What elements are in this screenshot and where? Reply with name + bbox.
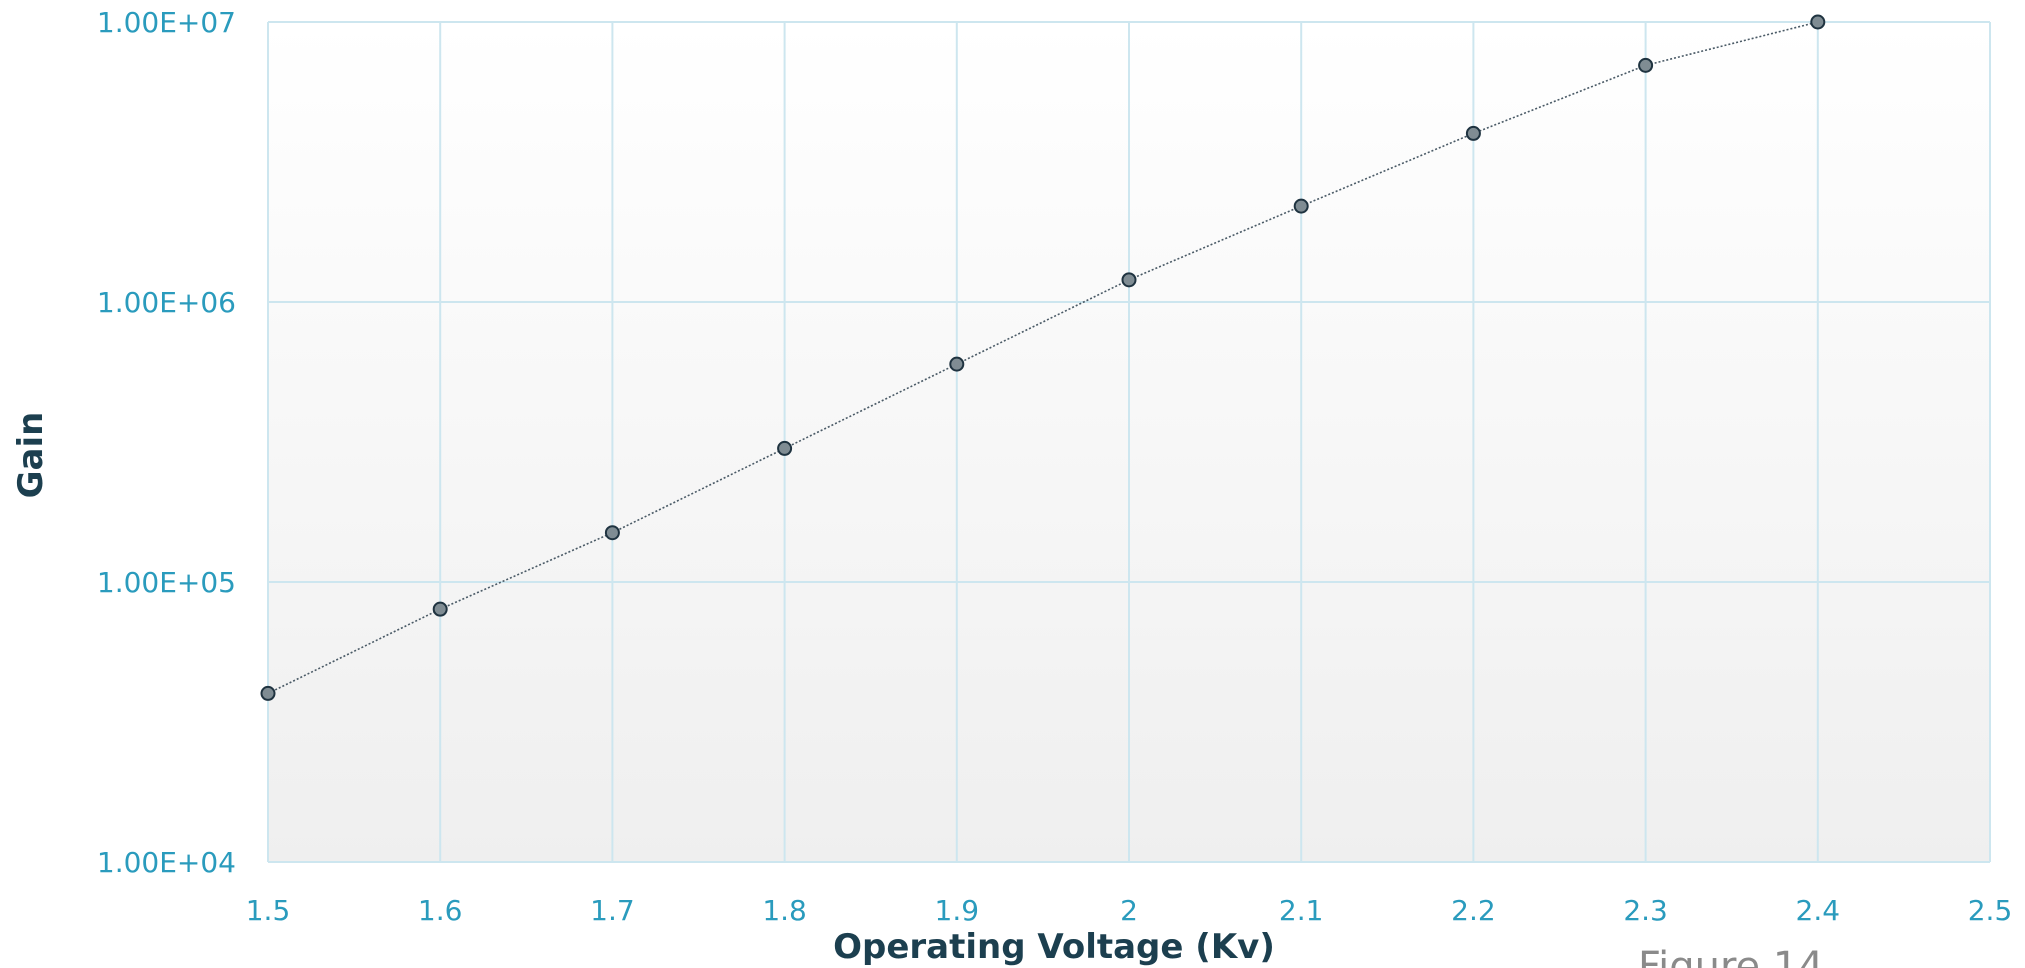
data-point [1293, 198, 1309, 214]
y-tick-label: 1.00E+06 [97, 286, 236, 319]
x-tick-label: 2.2 [1451, 894, 1496, 927]
series-line [267, 21, 1818, 695]
data-point [1465, 125, 1481, 141]
x-tick-label: 1.6 [418, 894, 463, 927]
data-point [260, 685, 276, 701]
data-point [1638, 57, 1654, 73]
x-tick-label: 1.9 [935, 894, 980, 927]
data-point [432, 601, 448, 617]
y-tick-label: 1.00E+04 [97, 846, 236, 879]
x-axis-title: Operating Voltage (Kv) [833, 927, 1275, 967]
data-point [604, 525, 620, 541]
x-tick-label: 2 [1120, 894, 1138, 927]
y-axis-title: Gain [11, 412, 51, 499]
data-point [1121, 272, 1137, 288]
x-tick-label: 2.4 [1796, 894, 1841, 927]
x-tick-label: 1.7 [590, 894, 635, 927]
data-point [777, 440, 793, 456]
y-tick-label: 1.00E+05 [97, 566, 236, 599]
y-tick-labels: 1.00E+04 1.00E+05 1.00E+06 1.00E+07 [97, 6, 236, 879]
figure-caption: Figure 14 [1638, 944, 1824, 968]
x-tick-label: 1.5 [246, 894, 291, 927]
data-point [1810, 14, 1826, 30]
x-tick-label: 2.1 [1279, 894, 1324, 927]
grid [267, 21, 1991, 863]
x-tick-label: 2.3 [1623, 894, 1668, 927]
x-tick-labels: 1.5 1.6 1.7 1.8 1.9 2 2.1 2.2 2.3 2.4 2.5 [246, 894, 2013, 927]
data-point [949, 356, 965, 372]
data-markers [260, 14, 1826, 701]
y-tick-label: 1.00E+07 [97, 6, 236, 39]
x-tick-label: 2.5 [1968, 894, 2013, 927]
x-tick-label: 1.8 [762, 894, 807, 927]
